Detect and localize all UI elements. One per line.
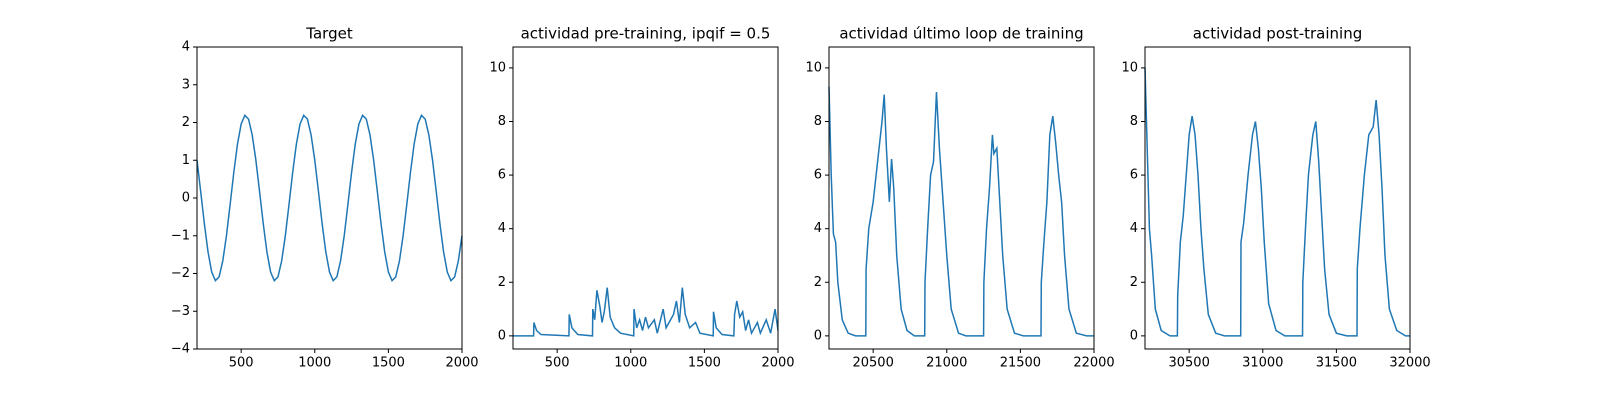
line-series	[196, 113, 463, 283]
line-series	[513, 287, 779, 337]
y-tick-label: −3	[171, 304, 190, 319]
y-tick-label: 8	[1130, 114, 1138, 129]
y-tick-label: 2	[1130, 275, 1138, 290]
x-tick-label: 500	[545, 356, 570, 371]
line-series	[828, 86, 1094, 337]
axes-frame	[512, 46, 779, 350]
subplot-title: actividad post-training	[1193, 25, 1362, 43]
y-tick-label: 4	[814, 221, 822, 236]
x-tick-label: 1000	[298, 356, 331, 371]
y-tick-label: 8	[498, 114, 506, 129]
x-tick-label: 1000	[614, 356, 647, 371]
x-tick-label: 1500	[688, 356, 721, 371]
subplot-title: actividad último loop de training	[839, 25, 1083, 43]
y-tick-label: −2	[171, 266, 190, 281]
x-tick-label: 21500	[1000, 356, 1041, 371]
y-tick-label: 1	[182, 153, 190, 168]
y-tick-label: 2	[814, 275, 822, 290]
y-tick-label: 0	[498, 328, 506, 343]
y-tick-label: 6	[1130, 168, 1138, 183]
axes-frame	[828, 46, 1095, 350]
y-tick-label: 0	[814, 328, 822, 343]
x-tick-label: 31500	[1316, 356, 1357, 371]
x-tick-label: 2000	[761, 356, 794, 371]
y-tick-label: 3	[182, 77, 190, 92]
x-tick-label: 31000	[1242, 356, 1283, 371]
axes-frame	[1144, 46, 1411, 350]
x-tick-label: 32000	[1389, 356, 1430, 371]
x-tick-label: 500	[229, 356, 254, 371]
x-tick-label: 21000	[926, 356, 967, 371]
y-tick-label: 4	[1130, 221, 1138, 236]
y-tick-label: 8	[814, 114, 822, 129]
y-tick-label: −1	[171, 228, 190, 243]
y-tick-label: 6	[814, 168, 822, 183]
y-tick-label: 4	[498, 221, 506, 236]
x-tick-label: 2000	[445, 356, 478, 371]
x-tick-label: 1500	[372, 356, 405, 371]
y-tick-label: −4	[171, 342, 190, 357]
y-tick-label: 2	[498, 275, 506, 290]
line-series	[1144, 67, 1410, 337]
x-tick-label: 30500	[1168, 356, 1209, 371]
axes-frame	[196, 46, 463, 350]
y-tick-label: 10	[489, 60, 506, 75]
x-tick-label: 20500	[852, 356, 893, 371]
y-tick-label: 0	[182, 191, 190, 206]
y-tick-label: 0	[1130, 328, 1138, 343]
y-tick-label: 6	[498, 168, 506, 183]
x-tick-label: 22000	[1073, 356, 1114, 371]
y-tick-label: 10	[805, 60, 822, 75]
subplot-title: actividad pre-training, ipqif = 0.5	[521, 25, 771, 43]
subplot-title: Target	[305, 25, 353, 43]
y-tick-label: 10	[1121, 60, 1138, 75]
y-tick-label: 4	[182, 40, 190, 55]
y-tick-label: 2	[182, 115, 190, 130]
